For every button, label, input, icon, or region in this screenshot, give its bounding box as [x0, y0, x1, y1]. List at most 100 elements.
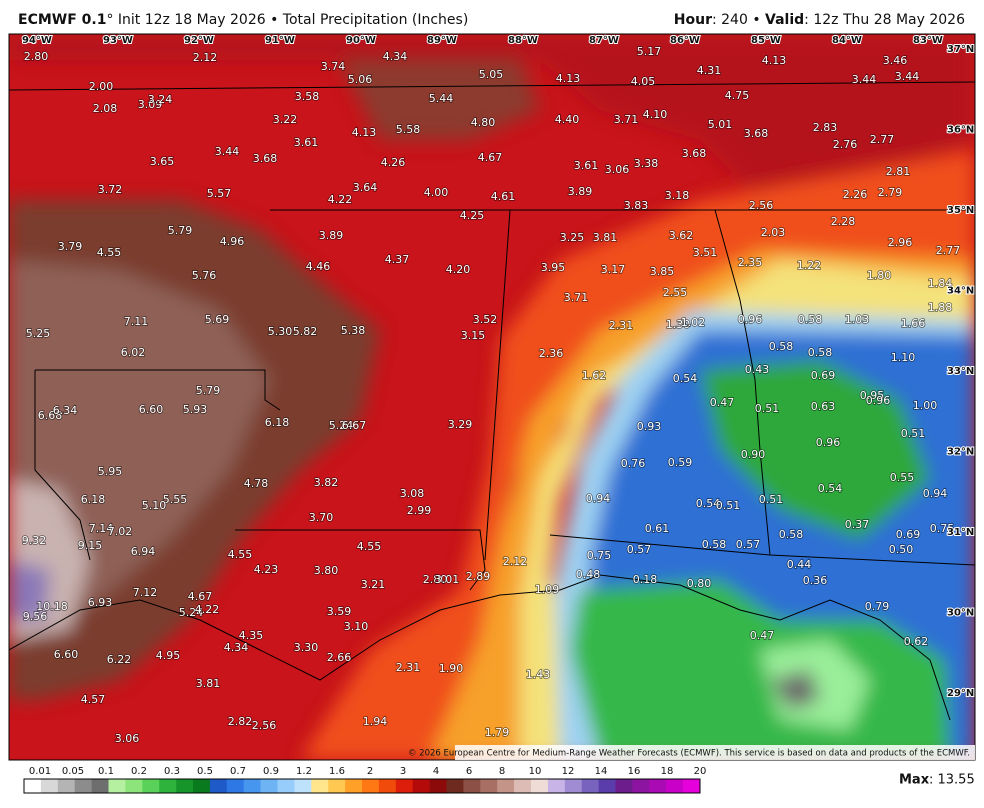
- precip-value: 0.51: [759, 493, 784, 506]
- hour: : 240 •: [711, 12, 766, 28]
- border: [9, 81, 975, 91]
- colorbar-label: 6: [466, 766, 472, 777]
- header-left: ECMWF 0.1° Init 12z 18 May 2026 • Total …: [18, 12, 468, 28]
- lon-label: 86°W: [670, 35, 700, 46]
- colorbar-frame: [23, 778, 701, 794]
- colorbar-swatch: [429, 779, 447, 793]
- precip-value: 0.50: [889, 543, 914, 556]
- precip-value: 2.26: [843, 188, 868, 201]
- lat-label: 37°N: [947, 44, 974, 55]
- precip-value: 3.83: [624, 199, 649, 212]
- colorbar-swatch: [57, 779, 75, 793]
- precip-value: 3.38: [634, 157, 659, 170]
- precip-value: 5.79: [168, 224, 193, 237]
- copyright-bg: [455, 745, 975, 760]
- colorbar-swatch: [564, 779, 582, 793]
- colorbar-label: 0.05: [62, 766, 84, 777]
- copyright: © 2026 European Centre for Medium-Range …: [408, 749, 970, 759]
- field-green-inland: [700, 360, 930, 540]
- precip-value: 4.96: [220, 235, 245, 248]
- field-darkred: [9, 34, 975, 200]
- precip-value: 0.76: [621, 457, 646, 470]
- lon-label: 87°W: [589, 35, 619, 46]
- precip-value: 3.81: [593, 231, 618, 244]
- precip-value: 3.18: [665, 189, 690, 202]
- colorbar-label: 1.2: [296, 766, 312, 777]
- colorbar-label: 0.9: [263, 766, 279, 777]
- colorbar-swatch: [209, 779, 228, 793]
- precip-value: 5.82: [293, 325, 318, 338]
- precip-value: 2.76: [833, 138, 858, 151]
- precip-value: 4.34: [224, 641, 249, 654]
- precip-value: 4.10: [643, 108, 668, 121]
- colorbar-label: 14: [595, 766, 608, 777]
- field-orange: [300, 150, 975, 760]
- precip-value: 7.12: [133, 586, 158, 599]
- precip-field: [9, 34, 975, 760]
- hour-label: Hour: [673, 12, 712, 28]
- lon-label: 83°W: [913, 35, 943, 46]
- precip-value: 4.67: [188, 590, 213, 603]
- max-value: : 13.55: [929, 773, 975, 788]
- precip-value: 6.02: [121, 346, 146, 359]
- precip-value: 4.13: [556, 72, 581, 85]
- precip-value: 7.11: [124, 315, 149, 328]
- border: [235, 529, 486, 591]
- colorbar-label: 12: [562, 766, 575, 777]
- precip-value: 5.79: [196, 384, 221, 397]
- precip-value: 0.54: [818, 482, 843, 495]
- precip-value: 0.96: [738, 313, 763, 326]
- colorbar-swatch: [193, 779, 211, 793]
- colorbar-label: 1.6: [329, 766, 345, 777]
- precip-value: 3.85: [650, 265, 675, 278]
- precip-value: 3.46: [883, 54, 908, 67]
- precip-value: 0.69: [811, 369, 836, 382]
- precip-value: 0.18: [633, 573, 658, 586]
- precip-value: 2.03: [761, 226, 786, 239]
- colorbar-swatch: [125, 779, 143, 793]
- precip-value: 3.06: [605, 163, 630, 176]
- precip-value: 5.38: [341, 324, 366, 337]
- border: [34, 370, 91, 561]
- precip-value: 0.75: [587, 549, 612, 562]
- precip-value: 2.77: [870, 133, 895, 146]
- degree: °: [106, 12, 114, 28]
- precip-value: 0.44: [787, 558, 812, 571]
- precip-value: 4.57: [81, 693, 106, 706]
- colorbar-label: 3: [400, 766, 406, 777]
- precip-value: 0.47: [710, 396, 735, 409]
- precip-value: 3.62: [669, 229, 694, 242]
- precip-value: 3.95: [541, 261, 566, 274]
- precip-value: 6.22: [107, 653, 132, 666]
- valid-label: Valid: [765, 12, 805, 28]
- precip-value: 3.71: [614, 113, 639, 126]
- colorbar-swatch: [362, 779, 380, 793]
- precip-value: 6.18: [265, 416, 290, 429]
- precip-value: 1.02: [681, 316, 706, 329]
- colorbar-swatch: [328, 779, 346, 793]
- precip-value: 3.89: [319, 229, 344, 242]
- colorbar-label: 2: [367, 766, 373, 777]
- colorbar-swatch: [24, 779, 42, 793]
- precip-value: 1.00: [913, 399, 938, 412]
- field-shapes: [9, 34, 975, 760]
- colorbar-label: 0.5: [197, 766, 213, 777]
- precip-value: 0.62: [904, 635, 929, 648]
- colorbar-swatch: [463, 779, 481, 793]
- precip-value: 3.68: [253, 152, 278, 165]
- precip-value: 1.80: [867, 269, 892, 282]
- precip-value: 4.55: [357, 540, 382, 553]
- colorbar-swatch: [446, 779, 464, 793]
- precip-value: 3.44: [852, 73, 877, 86]
- precip-value: 2.77: [936, 244, 961, 257]
- precip-value: 2.56: [749, 199, 774, 212]
- precip-value: 2.28: [831, 215, 856, 228]
- colorbar-swatch: [514, 779, 532, 793]
- precip-value: 3.89: [568, 185, 593, 198]
- coastline: [9, 574, 951, 721]
- precip-value: 0.51: [716, 499, 741, 512]
- precip-value: 0.36: [803, 574, 828, 587]
- precip-value: 3.44: [895, 70, 920, 83]
- colorbar-swatch: [243, 779, 261, 793]
- precip-value: 0.94: [586, 492, 611, 505]
